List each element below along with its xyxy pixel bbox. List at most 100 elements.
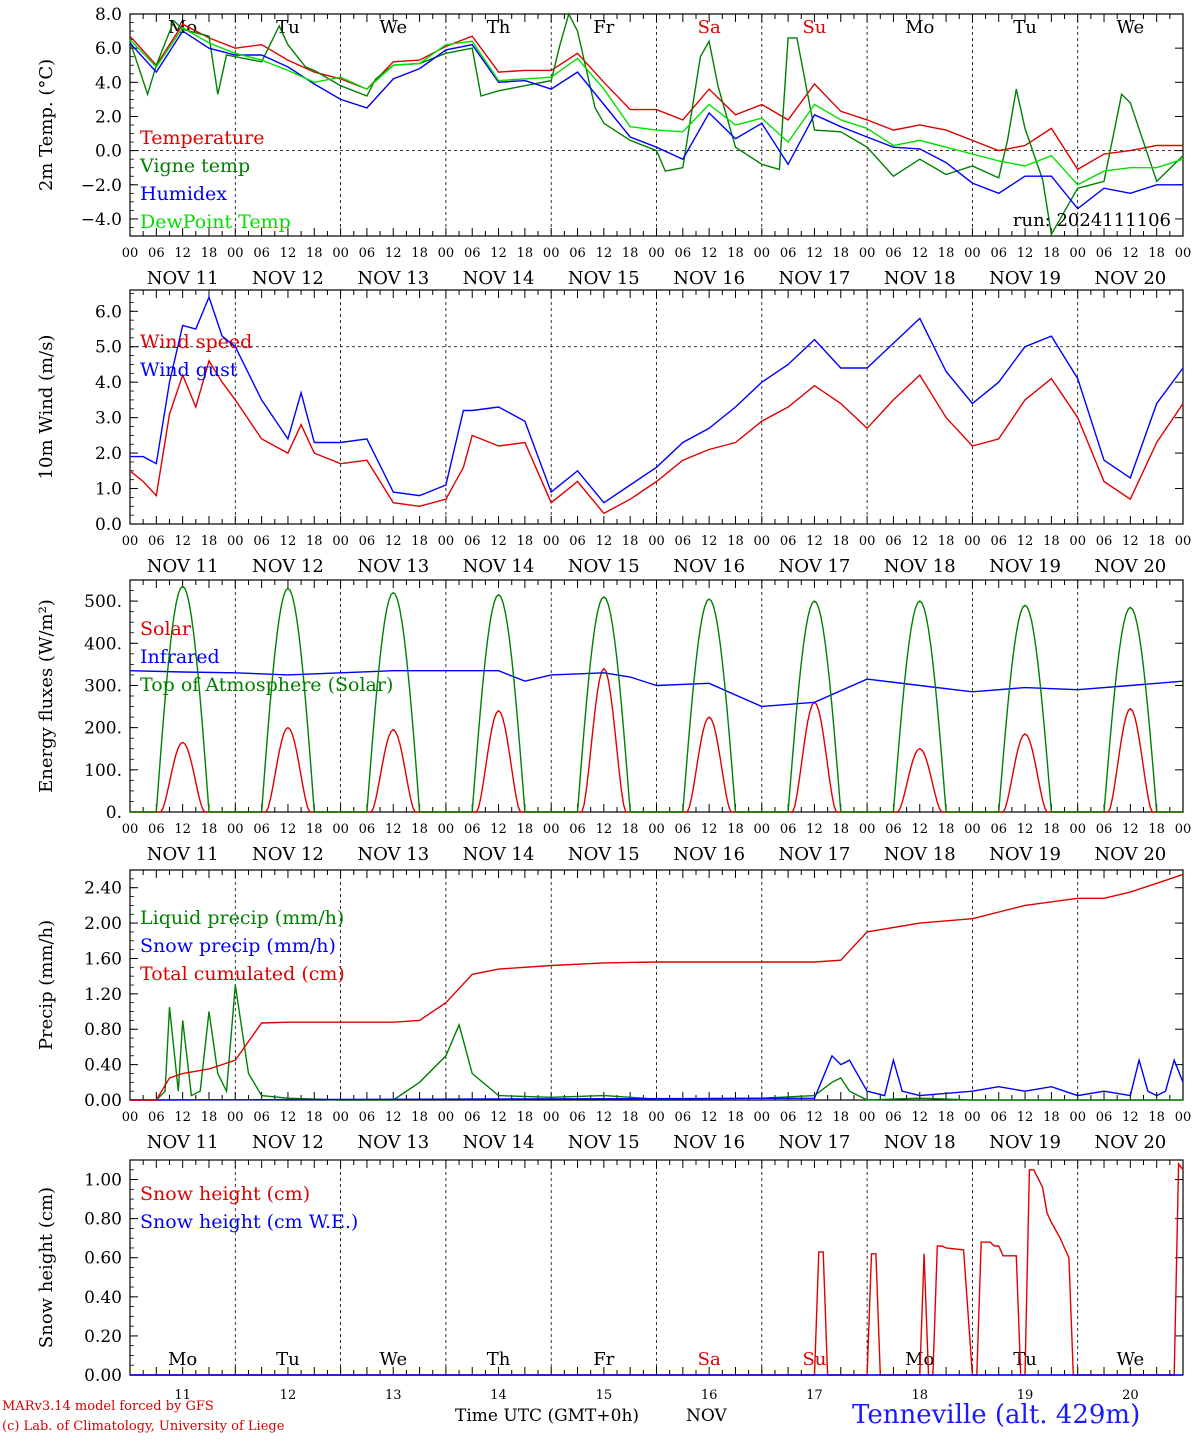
hour-tick-label: 12 [1122, 822, 1139, 837]
y-tick-label: 0.60 [84, 1249, 122, 1269]
hour-tick-label: 18 [306, 1110, 323, 1125]
weekday-label: Tu [276, 1349, 300, 1370]
hour-tick-label: 12 [385, 822, 402, 837]
y-tick-label: 200. [84, 719, 122, 739]
hour-tick-label: 12 [385, 1110, 402, 1125]
y-tick-label: 0. [106, 803, 122, 823]
hour-tick-label: 00 [648, 534, 665, 549]
weekday-label: Tu [1013, 17, 1037, 38]
hour-tick-label: 18 [306, 246, 323, 261]
hour-tick-label: 00 [1175, 534, 1192, 549]
hour-tick-label: 12 [1017, 822, 1034, 837]
hour-tick-label: 00 [964, 822, 981, 837]
y-tick-label: 1.00 [84, 1171, 122, 1191]
day-label: NOV 11 [147, 556, 219, 577]
day-label: NOV 17 [779, 1132, 851, 1153]
hour-tick-label: 18 [622, 1110, 639, 1125]
hour-tick-label: 12 [1122, 1110, 1139, 1125]
y-tick-label: 1.0 [95, 480, 122, 500]
day-number-label: 11 [174, 1388, 191, 1403]
hour-tick-label: 00 [332, 534, 349, 549]
y-tick-label: 8.0 [95, 5, 122, 25]
day-label: NOV 13 [357, 844, 429, 865]
y-tick-label: 0.00 [84, 1366, 122, 1386]
hour-tick-label: 06 [569, 1110, 586, 1125]
y-tick-label: 0.0 [95, 142, 122, 162]
hour-tick-label: 06 [253, 246, 270, 261]
y-tick-label: 500. [84, 592, 122, 612]
y-tick-label: 6.0 [95, 302, 122, 322]
hour-tick-label: 00 [332, 1110, 349, 1125]
hour-tick-label: 18 [1043, 822, 1060, 837]
hour-tick-label: 18 [411, 1110, 428, 1125]
legend-entry: Infrared [140, 646, 220, 668]
hour-tick-label: 06 [885, 822, 902, 837]
hour-tick-label: 06 [464, 534, 481, 549]
hour-tick-label: 12 [806, 534, 823, 549]
y-axis-label: Energy fluxes (W/m²) [36, 599, 57, 793]
day-label: NOV 18 [884, 844, 956, 865]
weekday-label: Sa [698, 17, 721, 38]
hour-tick-label: 12 [490, 822, 507, 837]
y-tick-label: 100. [84, 761, 122, 781]
hour-tick-label: 18 [517, 246, 534, 261]
hour-tick-label: 00 [543, 534, 560, 549]
hour-tick-label: 06 [675, 534, 692, 549]
day-number-label: 12 [280, 1388, 297, 1403]
series-line-wind-1 [130, 295, 1184, 504]
hour-tick-label: 12 [596, 1110, 613, 1125]
day-label: NOV 18 [884, 268, 956, 289]
hour-tick-label: 06 [885, 246, 902, 261]
hour-tick-label: 00 [227, 246, 244, 261]
y-tick-label: 0.80 [84, 1020, 122, 1040]
hour-tick-label: 12 [911, 246, 928, 261]
y-tick-label: 2.0 [95, 107, 122, 127]
weekday-label: We [379, 17, 407, 38]
hour-tick-label: 06 [569, 534, 586, 549]
day-number-label: 18 [911, 1388, 928, 1403]
hour-tick-label: 00 [543, 822, 560, 837]
hour-tick-label: 12 [385, 534, 402, 549]
y-tick-label: 4.0 [95, 373, 122, 393]
y-tick-label: 400. [84, 634, 122, 654]
hour-tick-label: 18 [517, 822, 534, 837]
series-line-precip-2 [130, 873, 1184, 1101]
hour-tick-label: 18 [938, 822, 955, 837]
hour-tick-label: 00 [122, 534, 139, 549]
hour-tick-label: 18 [727, 822, 744, 837]
hour-tick-label: 00 [227, 1110, 244, 1125]
panel-wind: 6.0 5.0 4.0 3.0 2.0 1.0 0.0 10m Wind (m/s) 00 06 1… [36, 289, 1192, 577]
hour-tick-label: 12 [1017, 534, 1034, 549]
y-tick-label: 6.0 [95, 39, 122, 59]
hour-tick-label: 00 [438, 534, 455, 549]
hour-tick-label: 00 [964, 534, 981, 549]
day-label: NOV 16 [673, 844, 745, 865]
weekday-label: Th [487, 1349, 511, 1370]
legend-entry: Humidex [140, 183, 227, 205]
hour-tick-label: 12 [280, 1110, 297, 1125]
hour-tick-label: 18 [306, 534, 323, 549]
hour-tick-label: 00 [1069, 1110, 1086, 1125]
time-axis-label: Time UTC (GMT+0h) [455, 1406, 640, 1426]
hour-tick-label: 18 [938, 246, 955, 261]
hour-tick-label: 06 [990, 822, 1007, 837]
hour-tick-label: 18 [201, 246, 218, 261]
day-label: NOV 14 [463, 1132, 535, 1153]
day-number-label: 16 [701, 1388, 718, 1403]
hour-tick-label: 06 [148, 246, 165, 261]
hour-tick-label: 12 [596, 534, 613, 549]
day-label: NOV 16 [673, 556, 745, 577]
y-tick-label: 1.60 [84, 949, 122, 969]
hour-tick-label: 12 [280, 246, 297, 261]
day-number-label: 14 [490, 1388, 507, 1403]
panel-energy: 500. 400. 300. 200. 100. 0. Energy fluxes (W/m… [36, 579, 1191, 865]
day-label: NOV 20 [1094, 268, 1166, 289]
weekday-label: Mo [168, 1349, 197, 1370]
day-label: NOV 20 [1094, 844, 1166, 865]
weekday-label: We [1117, 1349, 1145, 1370]
hour-tick-label: 18 [201, 822, 218, 837]
legend-entry: Wind speed [140, 331, 252, 353]
hour-tick-label: 00 [1069, 534, 1086, 549]
legend-entry: Total cumulated (cm) [140, 963, 345, 985]
